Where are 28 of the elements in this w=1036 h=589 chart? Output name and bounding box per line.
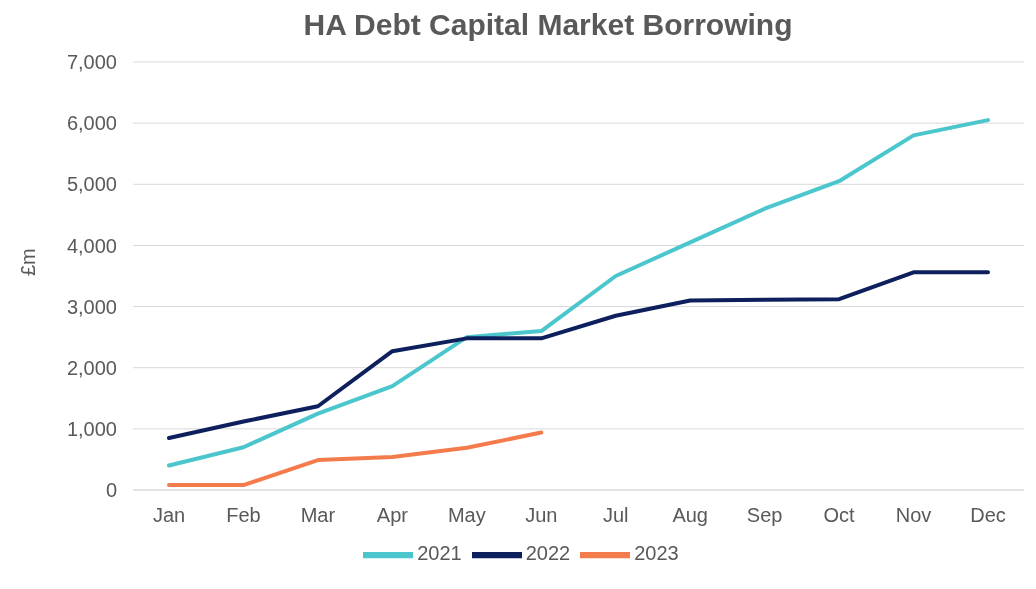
x-tick-label: Jul	[602, 504, 629, 527]
x-tick-label: Sep	[746, 504, 783, 527]
y-tick-label: 0	[105, 479, 117, 502]
x-tick-label: Nov	[895, 504, 932, 527]
x-tick-label: Jan	[152, 504, 186, 527]
legend-label: 2021	[417, 542, 462, 565]
x-tick-label: Dec	[970, 504, 1006, 527]
x-tick-label: Jun	[525, 504, 558, 527]
chart-title: HA Debt Capital Market Borrowing	[302, 8, 794, 43]
legend-label: 2023	[634, 542, 679, 565]
y-tick-label: 2,000	[66, 356, 117, 379]
y-tick-label: 1,000	[66, 417, 117, 440]
line-series	[167, 118, 990, 468]
y-tick-label: 4,000	[66, 234, 117, 257]
legend-label: 2022	[525, 542, 571, 565]
x-tick-label: Feb	[226, 504, 261, 527]
y-tick-label: 3,000	[66, 295, 117, 318]
x-tick-label: May	[447, 504, 486, 527]
line-series	[167, 270, 990, 441]
y-tick-label: 6,000	[66, 112, 117, 135]
y-tick-label: 5,000	[66, 173, 117, 196]
x-tick-label: Oct	[823, 504, 856, 527]
x-tick-label: Apr	[376, 504, 409, 527]
line-series	[167, 430, 544, 488]
x-tick-label: Mar	[300, 504, 336, 527]
y-axis-title: £m	[17, 248, 40, 276]
y-tick-label: 7,000	[66, 51, 117, 74]
x-tick-label: Aug	[672, 504, 708, 527]
